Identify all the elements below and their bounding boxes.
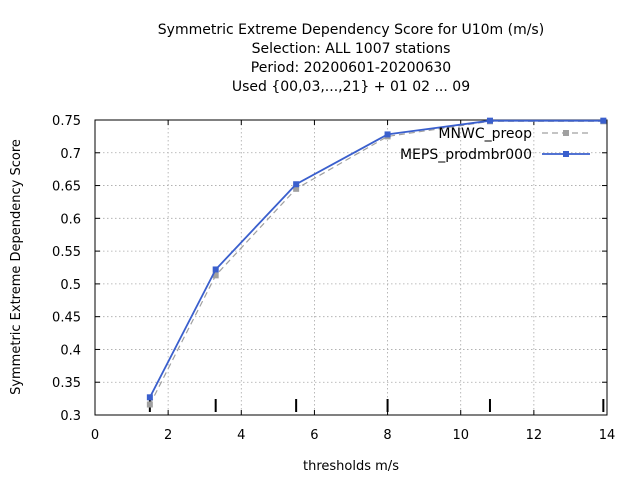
data-point-MEPS_prodmbr000 <box>293 181 300 188</box>
y-tick-label: 0.6 <box>60 212 81 227</box>
x-tick-label: 12 <box>526 428 543 443</box>
data-point-MEPS_prodmbr000 <box>600 117 607 124</box>
y-axis-label: Symmetric Extreme Dependency Score <box>9 139 24 395</box>
series-line-MNWC_preop <box>149 120 604 405</box>
y-tick-label: 0.3 <box>60 409 81 424</box>
x-tick-label: 4 <box>237 428 245 443</box>
x-tick-label: 6 <box>310 428 318 443</box>
x-tick-label: 8 <box>383 428 391 443</box>
data-point-MEPS_prodmbr000 <box>384 131 391 138</box>
legend-label: MEPS_prodmbr000 <box>400 147 532 163</box>
data-point-MNWC_preop <box>293 185 300 192</box>
threshold-marks <box>148 399 605 412</box>
legend-swatch-marker <box>563 130 569 136</box>
legend: MNWC_preop MEPS_prodmbr000 <box>400 126 590 163</box>
title-line: Symmetric Extreme Dependency Score for U… <box>158 22 544 38</box>
x-tick-label: 0 <box>91 428 99 443</box>
x-tick-label: 10 <box>452 428 469 443</box>
legend-label: MNWC_preop <box>438 126 532 142</box>
y-axis-ticks: 0.3 0.35 0.4 0.45 0.5 0.55 0.6 0.65 0.7 0.75 <box>52 114 607 424</box>
grid <box>95 120 607 415</box>
y-tick-label: 0.45 <box>52 311 81 326</box>
legend-swatch-marker <box>563 151 569 157</box>
y-tick-label: 0.55 <box>52 245 81 260</box>
x-axis-ticks: 0 2 4 6 8 10 12 14 <box>91 120 615 443</box>
title-line: Used {00,03,...,21} + 01 02 ... 09 <box>232 79 470 95</box>
y-tick-label: 0.35 <box>52 376 81 391</box>
y-tick-label: 0.4 <box>60 343 81 358</box>
data-point-MEPS_prodmbr000 <box>486 117 493 124</box>
data-point-MNWC_preop <box>146 401 153 408</box>
x-tick-label: 14 <box>599 428 616 443</box>
x-axis-label: thresholds m/s <box>303 459 399 474</box>
y-tick-label: 0.65 <box>52 180 81 195</box>
y-tick-label: 0.75 <box>52 114 81 129</box>
y-tick-label: 0.7 <box>60 147 81 162</box>
title-line: Selection: ALL 1007 stations <box>252 41 451 57</box>
data-point-MEPS_prodmbr000 <box>146 394 153 401</box>
data-point-MNWC_preop <box>212 272 219 279</box>
series-layer <box>146 117 607 408</box>
x-tick-label: 2 <box>164 428 172 443</box>
chart-title: Symmetric Extreme Dependency Score for U… <box>158 22 544 95</box>
y-tick-label: 0.5 <box>60 278 81 293</box>
data-point-MEPS_prodmbr000 <box>212 266 219 273</box>
plot-frame <box>94 119 608 416</box>
series-line-MEPS_prodmbr000 <box>149 119 604 398</box>
title-line: Period: 20200601-20200630 <box>251 60 451 76</box>
